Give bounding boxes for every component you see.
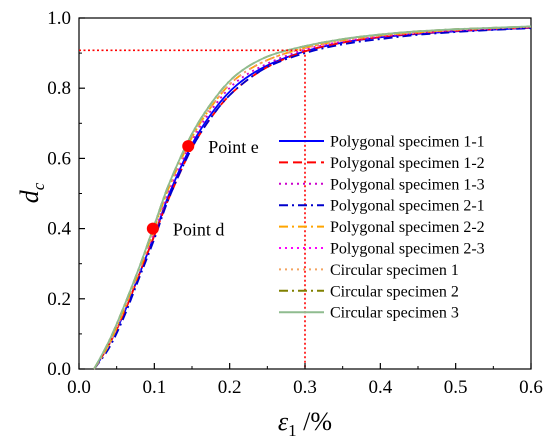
x-tick-label: 0.3 xyxy=(293,377,317,398)
annotation-marker-2 xyxy=(182,140,195,153)
annotation-label-2: Point e xyxy=(208,137,259,157)
y-tick-label: 0.8 xyxy=(47,78,71,99)
y-tick-label: 1.0 xyxy=(47,8,71,29)
annotation-marker-1 xyxy=(146,222,159,235)
series-line-9 xyxy=(93,25,532,370)
series-line-7 xyxy=(93,25,532,370)
legend-label-5: Polygonal specimen 2-2 xyxy=(330,219,485,236)
y-axis-ticks: 0.0 0.2 0.4 0.6 0.8 1.0 xyxy=(47,8,85,380)
legend-label-9: Circular specimen 3 xyxy=(330,305,459,322)
x-tick-label: 0.1 xyxy=(142,377,166,398)
x-tick-label: 0.2 xyxy=(218,377,242,398)
legend-label-8: Circular specimen 2 xyxy=(330,283,459,300)
x-axis-ticks: 0.0 0.1 0.2 0.3 0.4 0.5 0.6 xyxy=(67,363,543,398)
y-tick-label: 0.6 xyxy=(47,148,71,169)
legend: Polygonal specimen 1-1 Polygonal specimen… xyxy=(279,134,485,322)
y-axis-title: dc xyxy=(15,182,48,203)
legend-label-2: Polygonal specimen 1-2 xyxy=(330,155,485,172)
legend-label-1: Polygonal specimen 1-1 xyxy=(330,134,485,151)
series-lines xyxy=(93,25,532,370)
series-line-4 xyxy=(93,27,532,370)
annotation-points: Point d Point e xyxy=(146,137,259,240)
series-line-2 xyxy=(93,26,532,370)
reference-lines xyxy=(79,49,306,369)
legend-label-6: Polygonal specimen 2-3 xyxy=(330,241,485,258)
legend-label-3: Polygonal specimen 1-3 xyxy=(330,176,485,193)
x-tick-label: 0.0 xyxy=(67,377,91,398)
y-tick-label: 0.0 xyxy=(47,359,71,380)
x-axis-title: ε1 /% xyxy=(278,407,332,440)
x-tick-label: 0.4 xyxy=(368,377,392,398)
legend-label-7: Circular specimen 1 xyxy=(330,262,459,279)
annotation-label-1: Point d xyxy=(173,220,225,240)
x-tick-label: 0.5 xyxy=(444,377,468,398)
legend-label-4: Polygonal specimen 2-1 xyxy=(330,198,485,215)
x-tick-label: 0.6 xyxy=(519,377,543,398)
y-tick-label: 0.2 xyxy=(47,289,71,310)
y-tick-label: 0.4 xyxy=(47,219,71,240)
